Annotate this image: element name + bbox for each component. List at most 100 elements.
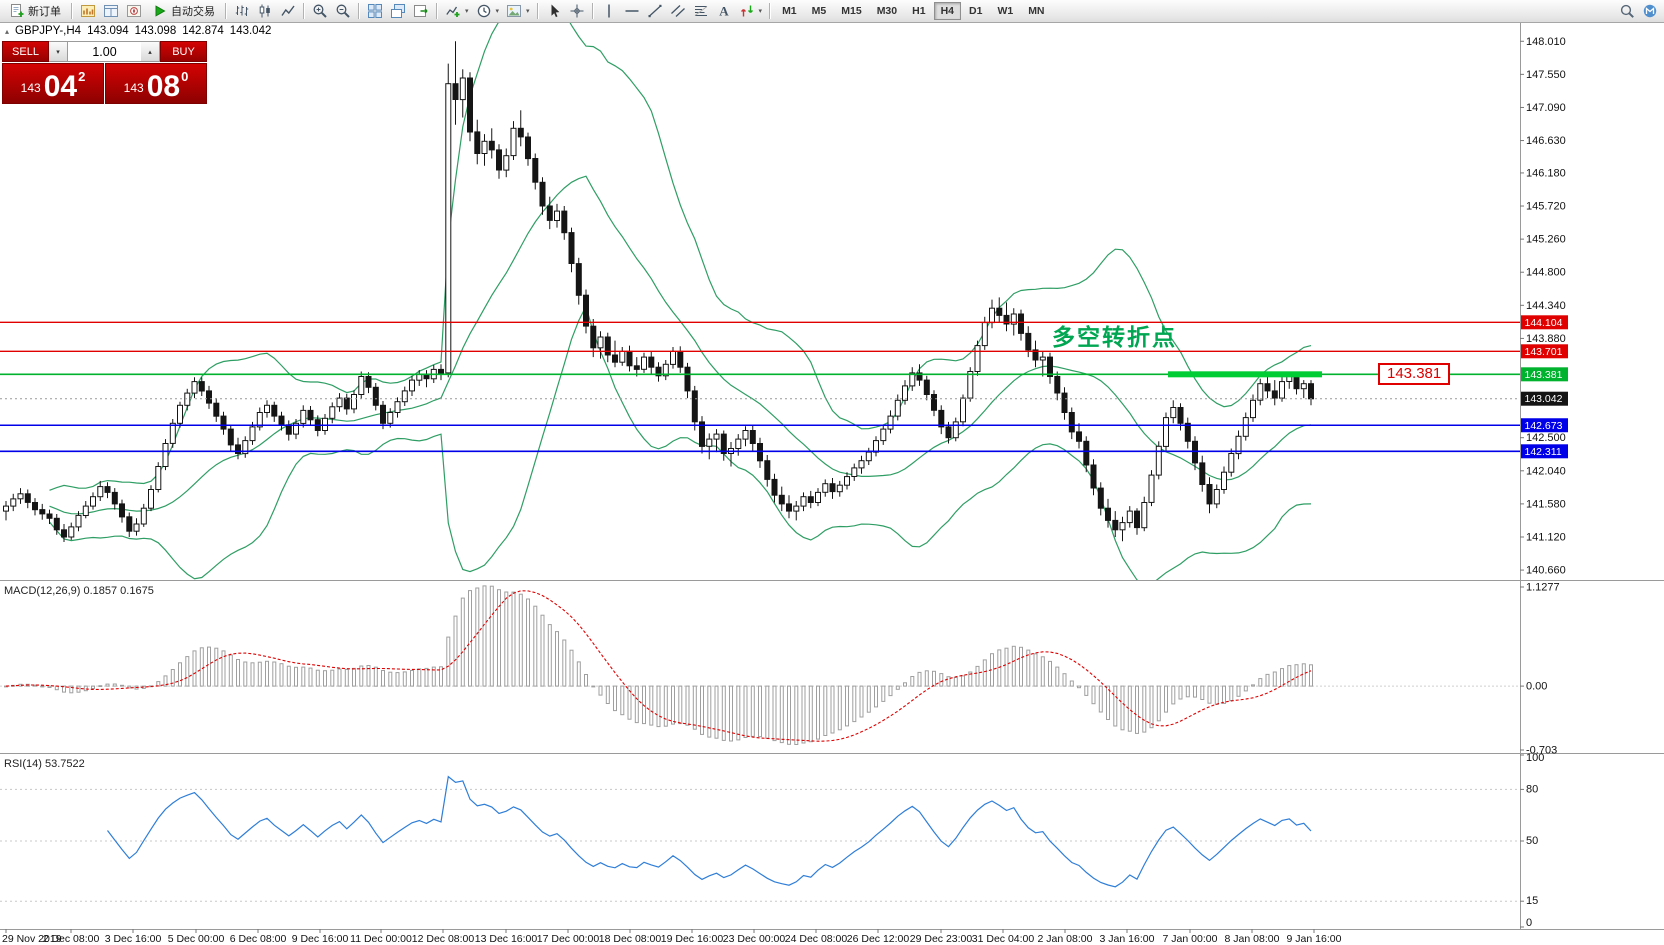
tile-windows-icon <box>367 3 383 19</box>
zoom-out-button[interactable] <box>332 1 354 21</box>
timeframe-d1[interactable]: D1 <box>962 2 989 20</box>
arrows-button[interactable]: ▾ <box>736 1 766 21</box>
fibonacci-button[interactable] <box>690 1 712 21</box>
navigator-button[interactable] <box>123 1 145 21</box>
svg-text:23 Dec 00:00: 23 Dec 00:00 <box>723 933 786 945</box>
add-indicator-icon <box>445 3 461 19</box>
macd-axis-label: 0.00 <box>1526 681 1547 693</box>
macd-histogram <box>4 585 1313 745</box>
svg-text:143.880: 143.880 <box>1526 333 1566 345</box>
buy-price-prefix: 143 <box>123 81 144 95</box>
timeframe-w1[interactable]: W1 <box>990 2 1020 20</box>
timeframe-h1[interactable]: H1 <box>905 2 932 20</box>
price-badge <box>1521 344 1568 359</box>
one-click-collapse-icon[interactable]: ▴ <box>5 26 10 36</box>
svg-text:24 Dec 08:00: 24 Dec 08:00 <box>785 933 848 945</box>
market-watch-button[interactable] <box>77 1 99 21</box>
auto-arrange-button[interactable] <box>387 1 409 21</box>
svg-text:12 Dec 08:00: 12 Dec 08:00 <box>412 933 475 945</box>
svg-text:3 Jan 16:00: 3 Jan 16:00 <box>1100 933 1155 945</box>
periods-button[interactable]: ▾ <box>473 1 503 21</box>
new-order-icon <box>9 3 25 19</box>
sell-price-button[interactable]: 143 04 2 <box>2 63 104 104</box>
svg-text:146.180: 146.180 <box>1526 167 1566 179</box>
toolbar-separator <box>225 3 227 19</box>
timeframe-h4[interactable]: H4 <box>933 2 961 20</box>
svg-text:142.040: 142.040 <box>1526 465 1566 477</box>
search-button[interactable] <box>1616 1 1638 21</box>
volume-decrease-button[interactable]: ▾ <box>49 41 68 62</box>
sell-button[interactable]: SELL <box>2 41 49 62</box>
timeframe-m5[interactable]: M5 <box>805 2 834 20</box>
timeframe-m30[interactable]: M30 <box>870 2 904 20</box>
tile-windows-button[interactable] <box>364 1 386 21</box>
svg-text:7 Jan 00:00: 7 Jan 00:00 <box>1163 933 1218 945</box>
trendline-button[interactable] <box>644 1 666 21</box>
zoom-in-button[interactable] <box>309 1 331 21</box>
svg-text:141.580: 141.580 <box>1526 498 1566 510</box>
bar-chart-icon <box>234 3 250 19</box>
timeframe-mn[interactable]: MN <box>1021 2 1051 20</box>
buy-price-button[interactable]: 143 08 0 <box>105 63 207 104</box>
new-order-label: 新订单 <box>28 6 61 18</box>
svg-text:146.630: 146.630 <box>1526 135 1566 147</box>
svg-text:2 Dec 08:00: 2 Dec 08:00 <box>43 933 100 945</box>
one-click-trading-panel: SELL ▾ ▴ BUY 143 04 2 143 08 0 <box>2 41 207 104</box>
toolbar-separator <box>436 3 438 19</box>
auto-arrange-icon <box>390 3 406 19</box>
rsi-axis-label: 15 <box>1526 895 1538 907</box>
svg-text:144.340: 144.340 <box>1526 300 1566 312</box>
trendline-icon <box>647 3 663 19</box>
svg-text:141.120: 141.120 <box>1526 531 1566 543</box>
equidistant-channel-button[interactable] <box>667 1 689 21</box>
price-level-label: 143.381 <box>1378 363 1451 385</box>
equidistant-channel-icon <box>670 3 686 19</box>
svg-text:143.701: 143.701 <box>1525 346 1563 358</box>
navigator-icon <box>126 3 142 19</box>
data-window-button[interactable] <box>100 1 122 21</box>
metaquotes-button[interactable] <box>1639 1 1661 21</box>
toolbar-separator <box>358 3 360 19</box>
line-chart-button[interactable] <box>277 1 299 21</box>
bar-chart-button[interactable] <box>231 1 253 21</box>
svg-text:A: A <box>719 4 729 19</box>
price-badge <box>1521 367 1568 382</box>
vertical-line-button[interactable] <box>598 1 620 21</box>
crosshair-button[interactable] <box>566 1 588 21</box>
templates-icon <box>506 3 522 19</box>
toolbar-separator <box>536 3 539 19</box>
buy-button[interactable]: BUY <box>160 41 207 62</box>
templates-button[interactable]: ▾ <box>503 1 533 21</box>
cursor-button[interactable] <box>543 1 565 21</box>
svg-text:145.260: 145.260 <box>1526 234 1566 246</box>
add-indicator-button[interactable]: ▾ <box>442 1 472 21</box>
horizontal-line-icon <box>624 3 640 19</box>
timeframe-m1[interactable]: M1 <box>775 2 804 20</box>
search-icon <box>1619 3 1635 19</box>
svg-text:142.311: 142.311 <box>1525 446 1562 458</box>
rsi-axis-label: 50 <box>1526 835 1538 847</box>
svg-text:6 Dec 08:00: 6 Dec 08:00 <box>230 933 287 945</box>
svg-text:11 Dec 00:00: 11 Dec 00:00 <box>350 933 412 945</box>
volume-input[interactable] <box>68 41 141 62</box>
timeframe-m15[interactable]: M15 <box>834 2 868 20</box>
volume-increase-button[interactable]: ▴ <box>141 41 160 62</box>
new-order-button[interactable]: 新订单 <box>3 1 67 21</box>
candlesticks-button[interactable] <box>254 1 276 21</box>
svg-text:2 Jan 08:00: 2 Jan 08:00 <box>1038 933 1093 945</box>
candlestick-series <box>3 41 1314 542</box>
chart-open-value: 143.094 <box>87 25 129 37</box>
svg-text:8 Jan 08:00: 8 Jan 08:00 <box>1225 933 1280 945</box>
chart-header: ▴ GBPJPY-,H4 143.094 143.098 142.874 143… <box>5 25 271 37</box>
horizontal-line-button[interactable] <box>621 1 643 21</box>
bollinger-upper-line <box>49 22 1312 491</box>
autotrading-button[interactable]: 自动交易 <box>146 1 221 21</box>
annotation-text: 多空转折点 <box>1052 324 1177 350</box>
chart-shift-button[interactable] <box>410 1 432 21</box>
caret-down-icon: ▾ <box>495 8 500 15</box>
one-click-price-row: 143 04 2 143 08 0 <box>2 63 207 104</box>
text-label-button[interactable]: A <box>713 1 735 21</box>
svg-text:18 Dec 08:00: 18 Dec 08:00 <box>599 933 662 945</box>
